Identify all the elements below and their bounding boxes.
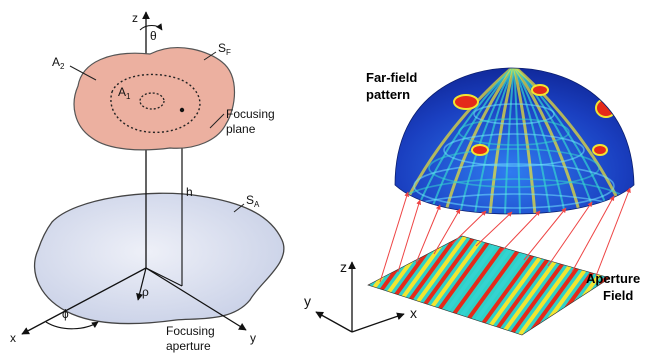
right-diagram: z y x Far-field pattern Aperture Field — [304, 67, 640, 336]
aperture-field-outline — [367, 235, 611, 336]
rho-vector — [136, 267, 147, 301]
dome-band — [513, 68, 627, 214]
focusing-aperture-label-line1: Focusing — [166, 324, 215, 338]
dome-band — [398, 68, 515, 214]
left-diagram: z θ x y ϕ ρ h A2 A1 SF SA Focusing plane… — [10, 11, 285, 353]
dome-ring — [443, 133, 585, 167]
x-axis-label: x — [10, 331, 16, 345]
dome-band — [513, 68, 521, 214]
dome-ring — [395, 193, 634, 214]
aperture-field-label-line1: Aperture — [586, 271, 640, 286]
ray-arrow — [499, 210, 541, 254]
focusing-plane-leader — [209, 113, 225, 129]
a1-label: A1 — [118, 85, 131, 101]
far-field-dome — [395, 68, 634, 214]
dome-band — [513, 68, 596, 214]
projection-rays — [379, 187, 631, 283]
focusing-plane-label-line2: plane — [226, 122, 256, 136]
ray-arrow — [595, 187, 631, 277]
ray-arrow — [379, 191, 410, 283]
h-label: h — [186, 185, 193, 199]
aperture-field-label-line2: Field — [603, 288, 633, 303]
ray-arrow — [475, 211, 513, 247]
y-axis — [145, 267, 247, 331]
dome-band — [513, 68, 611, 214]
dome-hotspot — [592, 144, 608, 156]
dome-band — [512, 68, 582, 214]
dome-hotspot — [453, 94, 479, 110]
focusing-aperture-label-line2: aperture — [166, 339, 211, 353]
focus-point — [179, 107, 185, 113]
y-axis-label: y — [250, 331, 256, 345]
right-x-label: x — [410, 305, 417, 321]
ray-arrow — [571, 195, 615, 273]
dome-ring — [428, 148, 600, 188]
dome-ring — [473, 103, 555, 125]
z-axis-label: z — [132, 11, 138, 25]
theta-arc — [139, 23, 163, 31]
right-x-axis — [351, 312, 405, 333]
rho-label: ρ — [142, 285, 149, 299]
ray-arrow — [547, 201, 593, 267]
rho-line — [145, 267, 183, 287]
x-axis — [21, 267, 147, 335]
contour-a1-outer — [110, 73, 201, 134]
phi-label: ϕ — [62, 307, 69, 321]
dome-hotspot — [471, 144, 489, 156]
right-y-label: y — [304, 293, 311, 309]
ray-arrow — [451, 210, 487, 245]
ray-arrow — [523, 207, 567, 261]
focusing-plane-label-line1: Focusing — [226, 107, 275, 121]
sf-label: SF — [218, 41, 231, 57]
contour-a1-inner — [139, 92, 165, 110]
far-field-label-line2: pattern — [366, 87, 410, 102]
sa-leader — [233, 203, 245, 213]
dome-band — [429, 68, 515, 214]
dome-band — [504, 68, 515, 214]
sf-leader — [203, 51, 217, 61]
ray-arrow — [433, 208, 461, 255]
dome-ring — [458, 118, 570, 146]
ray-arrow — [415, 204, 441, 264]
right-z-label: z — [340, 259, 347, 275]
sa-label: SA — [246, 193, 260, 209]
theta-label: θ — [150, 29, 157, 43]
dome-ring — [413, 163, 615, 209]
phi-arc — [45, 321, 99, 330]
far-field-label-line1: Far-field — [366, 70, 417, 85]
ray-arrow — [397, 199, 422, 273]
dome-band — [443, 68, 516, 214]
focusing-aperture-surface — [33, 192, 285, 325]
dome-band — [414, 68, 515, 214]
focusing-plane-surface — [73, 47, 235, 151]
a2-label: A2 — [52, 55, 65, 71]
a2-leader — [69, 65, 97, 81]
right-y-axis — [315, 311, 353, 333]
dome-hotspot — [531, 84, 549, 96]
